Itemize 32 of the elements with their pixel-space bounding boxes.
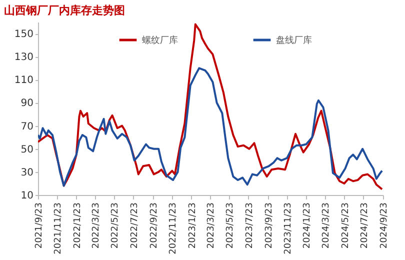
x-tick-label: 2021/9/23 [34, 202, 44, 249]
y-tick-label: 10 [20, 190, 34, 202]
x-tick-label: 2024/5/23 [340, 202, 351, 249]
x-tick-label: 2023/3/23 [206, 202, 216, 249]
x-tick-label: 2022/3/23 [91, 202, 102, 249]
x-tick-label: 2022/1/23 [72, 202, 83, 249]
x-tick-label: 2023/1/23 [188, 202, 198, 249]
x-tick-label: 2022/7/23 [130, 202, 140, 249]
y-tick-label: 150 [14, 29, 34, 40]
y-tick-label: 110 [14, 75, 34, 86]
chart-title: 山西钢厂厂内库存走势图 [4, 4, 125, 17]
y-tick-label: 50 [20, 144, 34, 156]
x-tick-label: 2024/3/23 [322, 202, 332, 249]
x-tick-label: 2023/5/23 [226, 202, 236, 249]
x-tick-label: 2023/7/23 [244, 202, 255, 249]
y-tick-label: 130 [14, 52, 34, 64]
y-tick-label: 70 [20, 121, 34, 132]
x-tick-label: 2023/9/23 [264, 202, 274, 249]
legend-label: 盘线厂库 [276, 35, 312, 46]
y-tick-label: 30 [20, 167, 34, 178]
legend-label: 螺纹厂库 [142, 35, 178, 46]
x-tick-label: 2022/5/23 [110, 202, 121, 249]
x-tick-label: 2022/9/23 [149, 202, 160, 249]
x-tick-label: 2024/7/23 [360, 202, 370, 249]
x-tick-label: 2024/9/23 [380, 202, 390, 249]
line-series [38, 67, 383, 187]
line-series [38, 23, 383, 190]
x-tick-label: 2023/11/23 [283, 202, 294, 254]
x-tick-label: 2022/11/23 [168, 202, 179, 254]
y-tick-label: 90 [20, 98, 34, 110]
x-tick-label: 2024/1/23 [302, 202, 313, 249]
x-tick-label: 2021/11/23 [54, 202, 64, 254]
